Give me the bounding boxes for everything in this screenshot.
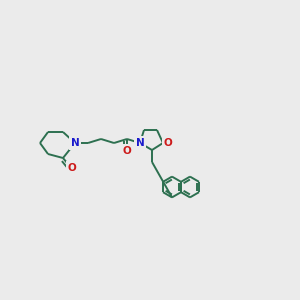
Text: O: O (68, 163, 76, 173)
Text: N: N (136, 138, 144, 148)
Text: O: O (123, 146, 131, 156)
Text: N: N (70, 138, 80, 148)
Text: O: O (164, 138, 172, 148)
